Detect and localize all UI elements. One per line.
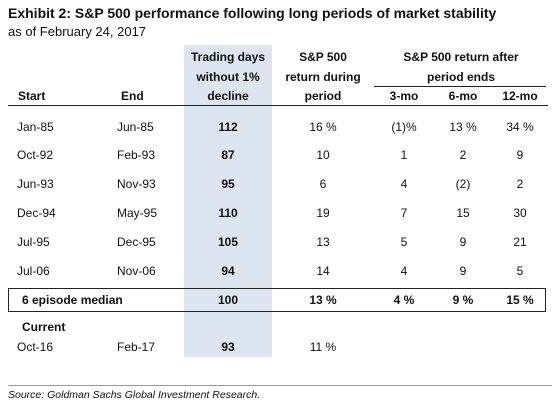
cell-during: 10: [316, 148, 330, 162]
cell-end: Feb-93: [117, 148, 156, 162]
cell-start: Jun-93: [17, 177, 54, 191]
current-end: Feb-17: [117, 340, 156, 354]
header-during-line3: period: [304, 89, 342, 103]
cell-during: 14: [316, 264, 330, 278]
current-days: 93: [221, 340, 235, 354]
cell-end: Nov-93: [117, 177, 156, 191]
cell-6mo: 2: [459, 148, 467, 162]
cell-6mo: 9: [459, 235, 467, 249]
cell-days: 87: [221, 148, 235, 162]
exhibit-subtitle: as of February 24, 2017: [8, 24, 147, 39]
cell-6mo: 9: [459, 264, 467, 278]
cell-end: Nov-06: [117, 264, 156, 278]
cell-end: Jun-85: [117, 120, 154, 134]
cell-days: 110: [218, 206, 238, 220]
cell-start: Oct-92: [17, 148, 54, 162]
cell-days: 94: [221, 264, 235, 278]
cell-start: Jan-85: [17, 120, 54, 134]
header-6mo: 6-mo: [448, 89, 478, 103]
header-during-line2: return during: [285, 70, 361, 84]
cell-3mo: 5: [400, 235, 408, 249]
cell-during: 6: [319, 177, 327, 191]
cell-12mo: 30: [513, 206, 527, 220]
median-during: 13 %: [309, 293, 337, 307]
cell-start: Jul-06: [17, 264, 50, 278]
cell-end: Dec-95: [117, 235, 156, 249]
cell-during: 19: [316, 206, 330, 220]
cell-6mo: 15: [456, 206, 470, 220]
cell-3mo: 7: [400, 206, 408, 220]
cell-12mo: 2: [516, 177, 524, 191]
header-days-line2: without 1%: [196, 70, 260, 84]
header-after-underline: [374, 86, 546, 87]
cell-during: 13: [316, 235, 330, 249]
cell-12mo: 21: [513, 235, 527, 249]
header-after-line2: period ends: [426, 70, 495, 84]
exhibit-title: Exhibit 2: S&P 500 performance following…: [8, 5, 497, 21]
header-12mo: 12-mo: [502, 89, 538, 103]
header-during-line1: S&P 500: [299, 50, 347, 64]
header-3mo: 3-mo: [389, 89, 419, 103]
header-days-line3: decline: [207, 89, 249, 103]
cell-6mo: 13 %: [449, 120, 477, 134]
cell-12mo: 34 %: [506, 120, 534, 134]
header-divider: [8, 105, 548, 106]
cell-3mo: 4: [400, 264, 408, 278]
cell-start: Jul-95: [17, 235, 50, 249]
current-label: Current: [22, 320, 66, 334]
cell-days: 112: [218, 120, 238, 134]
header-end: End: [121, 89, 144, 103]
cell-start: Dec-94: [17, 206, 56, 220]
cell-3mo: (1)%: [391, 120, 417, 134]
source-note: Source: Goldman Sachs Global Investment …: [8, 389, 261, 401]
cell-3mo: 4: [400, 177, 408, 191]
cell-end: May-95: [117, 206, 158, 220]
current-during: 11 %: [309, 340, 337, 354]
highlight-column-shade: [184, 45, 272, 357]
header-after-line1: S&P 500 return after: [403, 50, 519, 64]
median-label: 6 episode median: [22, 293, 123, 307]
cell-12mo: 5: [516, 264, 524, 278]
cell-during: 16 %: [309, 120, 337, 134]
median-row-box: [8, 288, 546, 312]
current-start: Oct-16: [17, 340, 54, 354]
cell-6mo: (2): [455, 177, 471, 191]
median-3mo: 4 %: [393, 293, 415, 307]
median-6mo: 9 %: [452, 293, 474, 307]
cell-days: 105: [217, 235, 239, 249]
median-days: 100: [217, 293, 239, 307]
header-days-line1: Trading days: [190, 50, 266, 64]
cell-12mo: 9: [516, 148, 524, 162]
median-12mo: 15 %: [506, 293, 534, 307]
cell-days: 95: [221, 177, 235, 191]
cell-3mo: 1: [400, 148, 408, 162]
source-divider: [8, 385, 552, 386]
header-start: Start: [18, 89, 46, 103]
